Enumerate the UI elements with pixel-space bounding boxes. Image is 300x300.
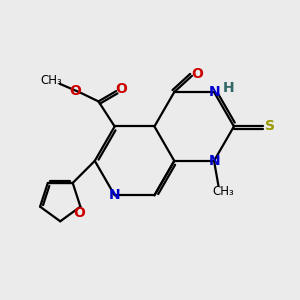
Text: CH₃: CH₃ [212, 185, 234, 198]
Text: O: O [191, 68, 203, 81]
Text: N: N [109, 188, 121, 202]
Text: CH₃: CH₃ [40, 74, 62, 87]
Text: O: O [69, 84, 81, 98]
Text: N: N [209, 85, 220, 99]
Text: O: O [116, 82, 128, 96]
Text: N: N [209, 154, 220, 168]
Text: H: H [223, 81, 235, 94]
Text: O: O [73, 206, 85, 220]
Text: S: S [265, 119, 275, 134]
